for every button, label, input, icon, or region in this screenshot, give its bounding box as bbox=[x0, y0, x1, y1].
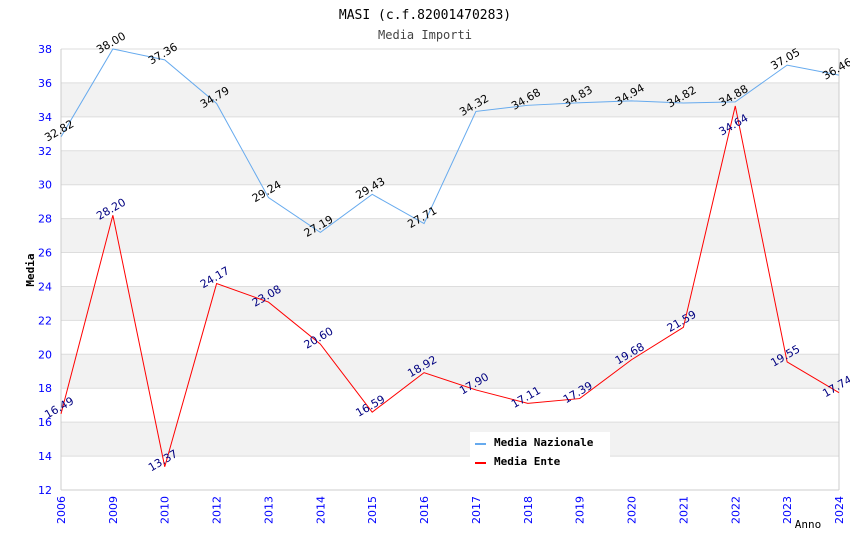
y-tick-label: 14 bbox=[38, 450, 52, 463]
y-tick-label: 24 bbox=[38, 280, 52, 293]
x-tick-label: 2014 bbox=[314, 496, 327, 524]
x-tick-label: 2023 bbox=[781, 496, 794, 524]
y-tick-label: 22 bbox=[38, 314, 52, 327]
legend-label-ente: Media Ente bbox=[494, 455, 561, 468]
x-tick-label: 2022 bbox=[729, 496, 742, 524]
chart-title: MASI (c.f.82001470283) bbox=[339, 8, 511, 23]
y-tick-label: 34 bbox=[38, 111, 52, 124]
y-tick-label: 28 bbox=[38, 213, 52, 226]
grid-band bbox=[61, 354, 839, 389]
y-tick-label: 26 bbox=[38, 247, 52, 260]
x-tick-label: 2009 bbox=[107, 496, 120, 524]
x-tick-label: 2020 bbox=[626, 496, 639, 524]
grid-band bbox=[61, 82, 839, 117]
y-tick-label: 20 bbox=[38, 348, 52, 361]
x-tick-label: 2013 bbox=[262, 496, 275, 524]
x-tick-label: 2015 bbox=[366, 496, 379, 524]
x-axis-label: Anno bbox=[795, 518, 822, 531]
y-tick-label: 32 bbox=[38, 145, 52, 158]
legend: Media Nazionale Media Ente bbox=[470, 432, 610, 472]
series-line-ente bbox=[60, 105, 840, 467]
legend-label-nazionale: Media Nazionale bbox=[494, 436, 594, 449]
data-label: 20.60 bbox=[302, 325, 336, 352]
y-axis-label: Media bbox=[24, 253, 37, 286]
y-tick-label: 18 bbox=[38, 382, 52, 395]
y-tick-label: 12 bbox=[38, 484, 52, 497]
y-tick-label: 38 bbox=[38, 43, 52, 56]
y-tick-label: 30 bbox=[38, 179, 52, 192]
data-label: 37.05 bbox=[768, 46, 802, 73]
chart-subtitle: Media Importi bbox=[378, 28, 472, 42]
grid-band bbox=[61, 218, 839, 253]
grid-band bbox=[61, 422, 839, 457]
y-tick-label: 16 bbox=[38, 416, 52, 429]
series-line-nazionale bbox=[60, 48, 840, 233]
x-tick-label: 2019 bbox=[574, 496, 587, 524]
data-label: 37.36 bbox=[146, 40, 180, 67]
grid-band bbox=[61, 286, 839, 321]
x-tick-label: 2024 bbox=[833, 496, 846, 524]
x-tick-label: 2006 bbox=[55, 496, 68, 524]
data-label: 16.59 bbox=[354, 393, 388, 420]
x-tick-label: 2010 bbox=[159, 496, 172, 524]
x-tick-label: 2012 bbox=[211, 496, 224, 524]
y-tick-label: 36 bbox=[38, 77, 52, 90]
data-label: 16.49 bbox=[42, 394, 76, 421]
x-tick-label: 2016 bbox=[418, 496, 431, 524]
x-tick-label: 2021 bbox=[677, 496, 690, 524]
x-tick-label: 2018 bbox=[522, 496, 535, 524]
data-label: 36.46 bbox=[820, 56, 850, 83]
x-tick-label: 2017 bbox=[470, 496, 483, 524]
